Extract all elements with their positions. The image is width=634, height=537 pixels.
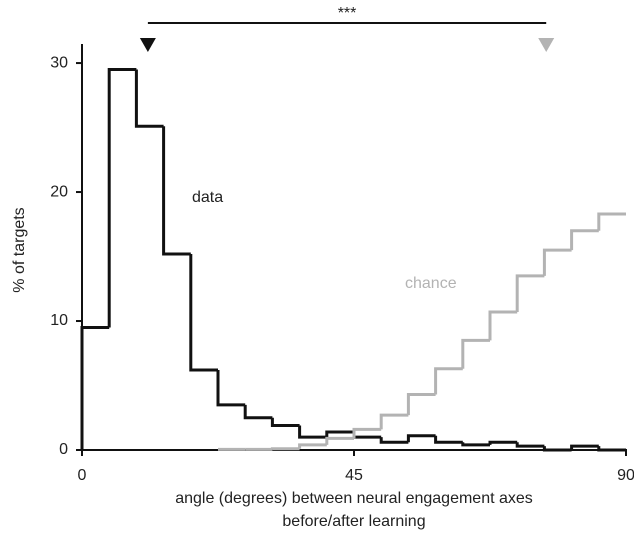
histogram-step [597, 446, 626, 452]
x-axis-label: before/after learning [282, 513, 425, 530]
median-marker [139, 38, 156, 52]
histogram-step [270, 447, 300, 451]
x-tick-label: 90 [617, 467, 634, 484]
histogram-step [352, 427, 382, 439]
histogram-step [352, 431, 382, 439]
histogram-step [406, 434, 436, 443]
x-tick-label: 45 [345, 467, 363, 484]
histogram-step [270, 417, 300, 427]
histogram-step [325, 430, 354, 438]
histogram-step [298, 425, 327, 439]
histogram-step [189, 253, 218, 372]
y-tick-label: 10 [50, 312, 68, 329]
series-label: data [192, 189, 223, 206]
histogram-step [325, 436, 354, 445]
y-tick-label: 20 [50, 183, 68, 200]
histogram-step [488, 440, 518, 445]
histogram-step [434, 367, 463, 395]
histogram-step [570, 229, 599, 251]
histogram-step [461, 442, 490, 447]
histogram-step [406, 393, 436, 416]
histogram-step [461, 338, 490, 369]
histogram-step [216, 370, 246, 407]
x-axis-label: angle (degrees) between neural engagemen… [175, 490, 533, 507]
histogram-step [379, 437, 409, 444]
median-marker [538, 38, 555, 52]
histogram-step [162, 126, 191, 256]
histogram-step [515, 274, 545, 312]
histogram-step [542, 248, 572, 276]
histogram-step [542, 446, 572, 452]
histogram-step [298, 443, 327, 449]
histogram-step [488, 310, 518, 341]
y-tick-label: 0 [59, 441, 68, 458]
histogram-step [379, 413, 409, 430]
histogram-step [80, 325, 110, 450]
x-tick-label: 0 [78, 467, 87, 484]
histogram-step [570, 444, 599, 450]
histogram-step [597, 212, 626, 231]
histogram-step [434, 435, 463, 444]
histogram-step [515, 442, 545, 448]
histogram-step [243, 404, 273, 420]
significance-label: *** [338, 5, 357, 22]
y-axis-label: % of targets [11, 207, 28, 292]
histogram-step [107, 68, 137, 328]
y-tick-label: 30 [50, 54, 68, 71]
histogram-step [134, 69, 164, 128]
series-label: chance [405, 275, 457, 292]
